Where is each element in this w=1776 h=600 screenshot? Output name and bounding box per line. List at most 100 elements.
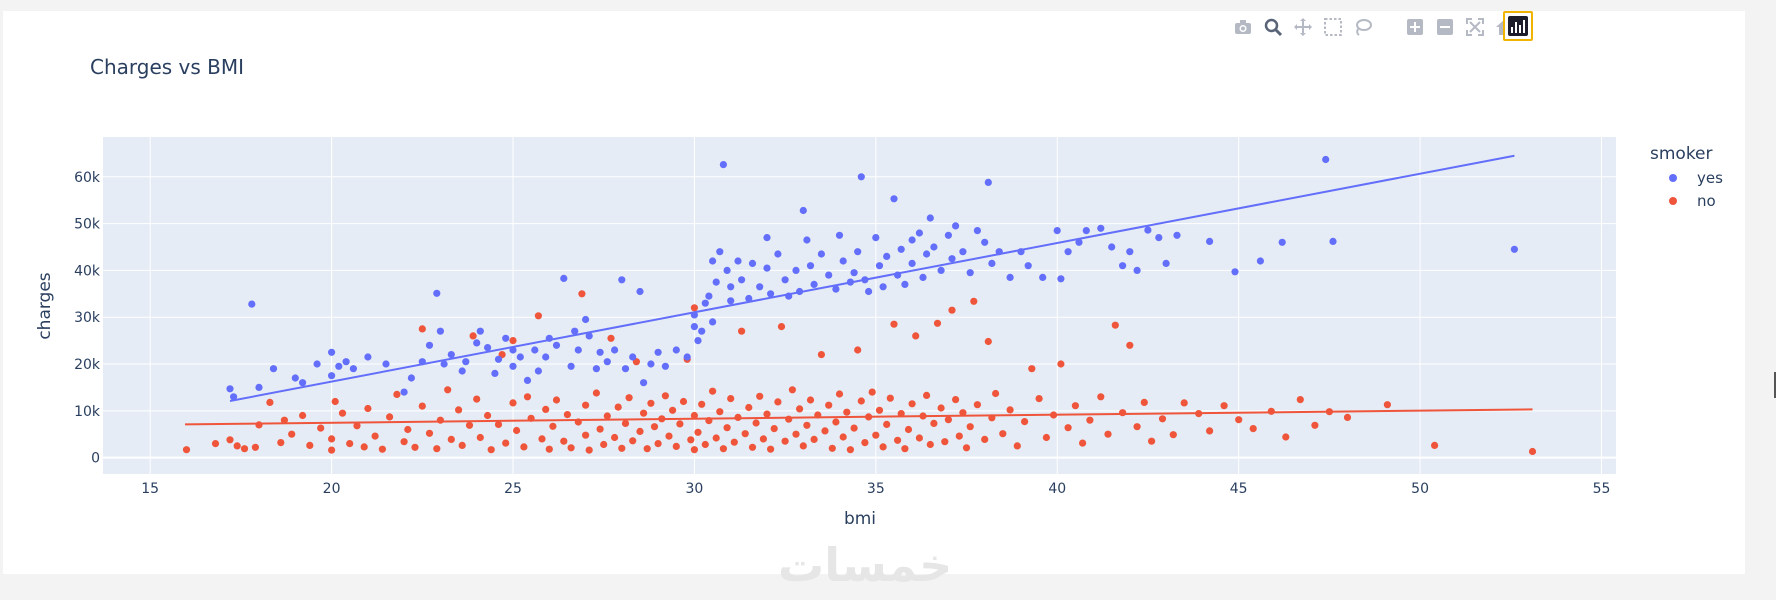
data-point-no[interactable] [843,408,851,416]
data-point-no[interactable] [560,437,568,445]
data-point-no[interactable] [494,420,503,428]
data-point-no[interactable] [299,411,307,420]
data-point-no[interactable] [211,440,220,448]
data-point-no[interactable] [592,389,601,397]
data-point-no[interactable] [636,427,644,435]
data-point-yes[interactable] [335,362,343,370]
data-point-no[interactable] [629,437,637,445]
data-point-no[interactable] [650,423,659,431]
data-point-no[interactable] [777,323,786,331]
data-point-no[interactable] [883,420,891,428]
data-point-yes[interactable] [1064,248,1072,256]
data-point-yes[interactable] [984,178,992,186]
data-point-no[interactable] [618,444,626,452]
data-point-no[interactable] [763,410,771,418]
data-point-no[interactable] [669,406,677,414]
data-point-yes[interactable] [1510,245,1518,253]
data-point-no[interactable] [832,418,840,426]
data-point-no[interactable] [817,351,826,359]
legend-item-no[interactable]: no [1669,192,1716,210]
data-point-no[interactable] [1071,402,1079,410]
data-point-yes[interactable] [382,360,390,368]
data-point-no[interactable] [328,446,336,454]
data-point-no[interactable] [425,429,434,437]
data-point-yes[interactable] [603,358,611,366]
data-point-no[interactable] [1235,416,1243,424]
box-select-icon[interactable] [1322,16,1344,38]
data-point-no[interactable] [872,431,880,439]
data-point-no[interactable] [1180,399,1188,407]
data-point-no[interactable] [1057,360,1065,368]
data-point-yes[interactable] [1006,273,1014,281]
data-point-no[interactable] [894,436,902,444]
data-point-yes[interactable] [349,365,357,373]
data-point-no[interactable] [712,434,720,442]
data-point-yes[interactable] [908,236,916,244]
data-point-yes[interactable] [433,289,441,297]
data-point-no[interactable] [981,435,989,443]
data-point-yes[interactable] [944,231,953,239]
data-point-yes[interactable] [484,344,492,352]
data-point-yes[interactable] [959,248,967,256]
data-point-yes[interactable] [763,234,771,242]
data-point-yes[interactable] [523,376,532,384]
data-point-no[interactable] [240,445,249,453]
data-point-yes[interactable] [291,374,299,382]
data-point-yes[interactable] [763,264,771,272]
data-point-yes[interactable] [1162,259,1170,267]
data-point-yes[interactable] [534,367,543,375]
data-point-no[interactable] [1140,398,1148,406]
data-point-no[interactable] [1119,409,1127,417]
data-point-yes[interactable] [890,195,898,203]
data-point-yes[interactable] [1053,227,1061,235]
data-point-yes[interactable] [923,250,931,258]
data-point-yes[interactable] [781,276,789,284]
data-point-no[interactable] [288,430,296,438]
data-point-yes[interactable] [683,353,691,361]
data-point-no[interactable] [182,446,191,454]
data-point-yes[interactable] [447,351,455,359]
data-point-no[interactable] [502,439,510,447]
data-point-no[interactable] [411,443,419,451]
data-point-no[interactable] [810,435,818,443]
data-point-yes[interactable] [937,266,945,274]
data-point-no[interactable] [879,443,887,451]
data-point-yes[interactable] [629,353,637,361]
data-point-yes[interactable] [440,360,448,368]
data-point-no[interactable] [1028,365,1036,373]
data-point-yes[interactable] [701,299,709,307]
data-point-yes[interactable] [226,385,234,393]
data-point-no[interactable] [614,403,622,411]
data-point-yes[interactable] [901,280,909,288]
data-point-no[interactable] [328,435,336,443]
data-point-no[interactable] [821,427,829,435]
data-point-yes[interactable] [690,323,699,331]
data-point-no[interactable] [781,437,789,445]
data-point-no[interactable] [886,394,894,402]
data-point-no[interactable] [875,406,884,414]
data-point-yes[interactable] [799,206,807,215]
autoscale-icon[interactable] [1464,16,1486,38]
data-point-no[interactable] [941,438,949,446]
data-point-no[interactable] [1296,396,1304,404]
data-point-no[interactable] [774,398,782,406]
data-point-no[interactable] [665,432,673,440]
data-point-yes[interactable] [458,367,466,375]
data-point-yes[interactable] [672,346,680,354]
data-point-no[interactable] [890,320,898,328]
data-point-no[interactable] [280,416,288,424]
data-point-no[interactable] [418,325,426,333]
data-point-no[interactable] [770,425,778,433]
data-point-no[interactable] [1343,413,1352,421]
data-point-no[interactable] [937,404,945,412]
data-point-no[interactable] [1148,437,1156,445]
data-point-yes[interactable] [640,379,648,387]
data-point-no[interactable] [353,422,361,430]
data-point-no[interactable] [578,290,586,298]
data-point-no[interactable] [585,446,593,454]
data-point-no[interactable] [904,425,913,434]
data-point-no[interactable] [792,430,800,438]
data-point-no[interactable] [552,396,561,404]
data-point-yes[interactable] [712,278,720,286]
data-point-yes[interactable] [832,285,840,293]
